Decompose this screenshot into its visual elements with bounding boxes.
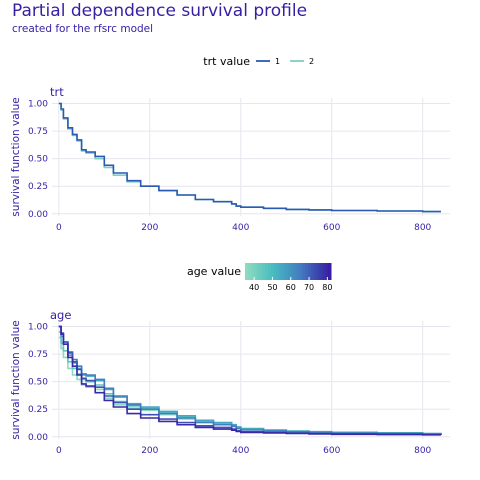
- y-tick-label: 0.50: [28, 155, 48, 165]
- legend-label-1: 1: [275, 57, 280, 66]
- colorbar-tick-label: 60: [286, 283, 296, 292]
- series-line-age-35: [59, 338, 441, 435]
- colorbar-segment: [297, 263, 300, 280]
- colorbar-tick-label: 40: [249, 283, 259, 292]
- y-tick-label: 0.50: [28, 378, 48, 388]
- series-line-age-55: [59, 327, 441, 434]
- colorbar-segment: [256, 263, 259, 280]
- series-line-age-65: [59, 327, 441, 435]
- x-tick-label: 800: [414, 446, 431, 456]
- colorbar-segment: [245, 263, 248, 280]
- colorbar-segment: [274, 263, 277, 280]
- y-tick-label: 1.00: [28, 100, 48, 110]
- colorbar-segment: [314, 263, 317, 280]
- colorbar-segment: [305, 263, 308, 280]
- colorbar-segment: [299, 263, 302, 280]
- colorbar-tick-label: 70: [304, 283, 314, 292]
- colorbar-segment: [302, 263, 305, 280]
- y-tick-label: 0.25: [28, 405, 48, 415]
- colorbar-segment: [282, 263, 285, 280]
- series-line-age-73: [59, 327, 441, 435]
- colorbar-segment: [317, 263, 320, 280]
- x-tick-label: 600: [323, 223, 340, 233]
- colorbar-segment: [322, 263, 325, 280]
- y-tick-label: 0.00: [28, 433, 48, 443]
- y-tick-label: 0.75: [28, 350, 48, 360]
- series-line-1: [59, 104, 441, 212]
- colorbar-segment: [320, 263, 323, 280]
- colorbar-segment: [251, 263, 254, 280]
- colorbar-segment: [248, 263, 251, 280]
- series-line-age-45: [59, 332, 441, 434]
- x-tick-label: 200: [141, 223, 158, 233]
- colorbar-segment: [262, 263, 265, 280]
- colorbar-segment: [294, 263, 297, 280]
- colorbar-segment: [311, 263, 314, 280]
- x-tick-label: 0: [56, 223, 62, 233]
- colorbar-segment: [268, 263, 271, 280]
- x-tick-label: 400: [232, 446, 249, 456]
- x-tick-label: 0: [56, 446, 62, 456]
- y-tick-label: 0.25: [28, 182, 48, 192]
- legend-title: trt value: [203, 55, 250, 68]
- x-tick-label: 800: [414, 223, 431, 233]
- legend-label-2: 2: [309, 57, 314, 66]
- colorbar-segment: [279, 263, 282, 280]
- colorbar-segment: [328, 263, 331, 280]
- y-axis-label: survival function value: [10, 320, 22, 439]
- y-axis-label: survival function value: [10, 97, 22, 216]
- legend-title: age value: [187, 265, 241, 278]
- x-tick-label: 200: [141, 446, 158, 456]
- colorbar-tick-label: 50: [267, 283, 277, 292]
- colorbar-segment: [265, 263, 268, 280]
- panel-title: age: [50, 308, 71, 322]
- panel-title: trt: [50, 85, 64, 99]
- colorbar-tick-label: 80: [322, 283, 332, 292]
- series-line-2: [59, 104, 441, 212]
- y-tick-label: 1.00: [28, 323, 48, 333]
- x-tick-label: 400: [232, 223, 249, 233]
- y-tick-label: 0.75: [28, 127, 48, 137]
- colorbar-segment: [259, 263, 262, 280]
- colorbar-segment: [291, 263, 294, 280]
- x-tick-label: 600: [323, 446, 340, 456]
- series-line-age-80: [59, 327, 441, 436]
- colorbar-segment: [285, 263, 288, 280]
- y-tick-label: 0.00: [28, 210, 48, 220]
- colorbar-segment: [277, 263, 280, 280]
